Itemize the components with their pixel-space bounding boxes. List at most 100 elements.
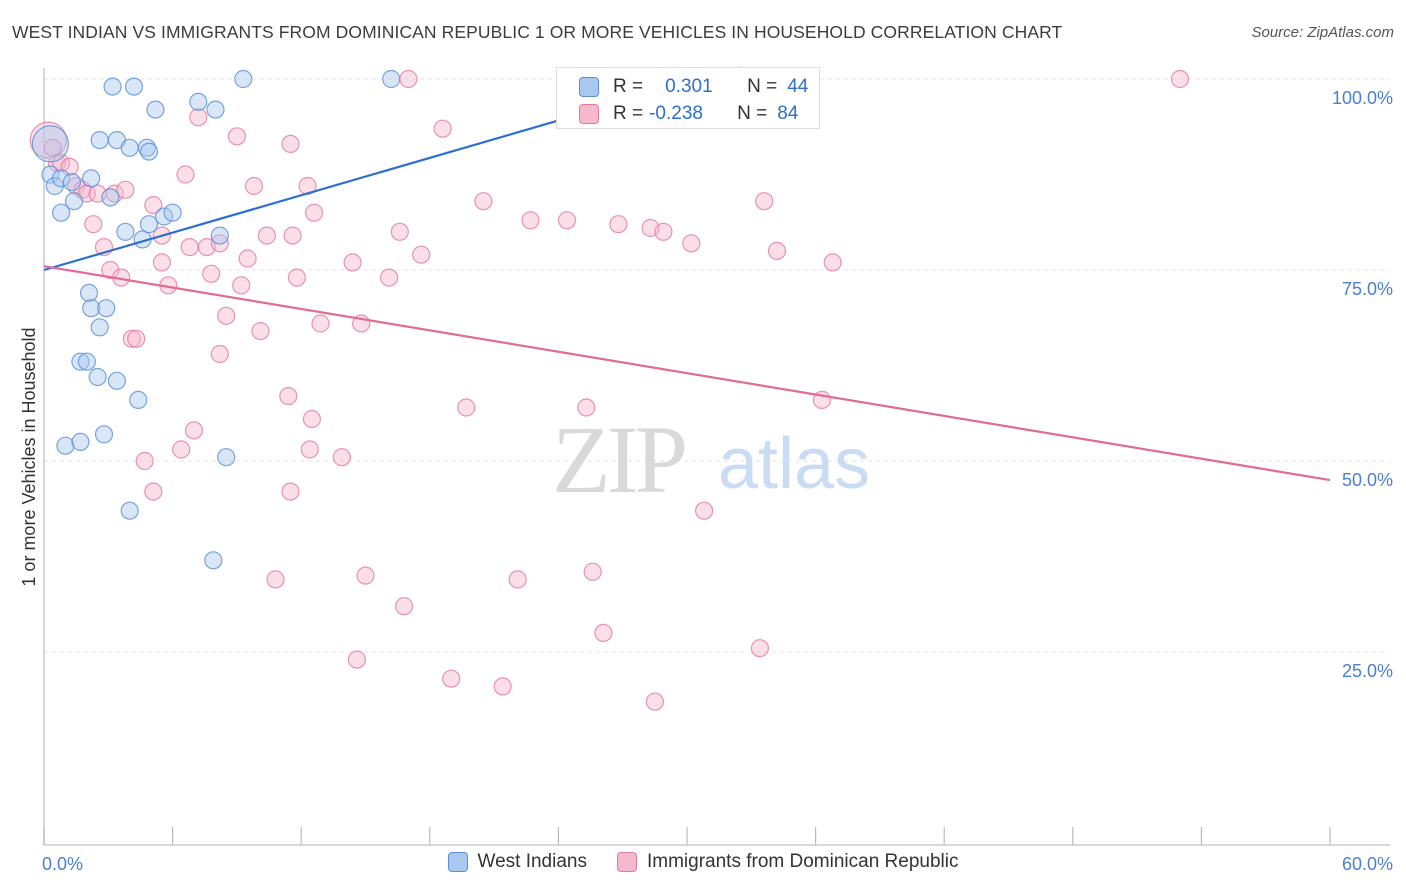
point-dominican <box>210 234 229 253</box>
point-west-indians <box>210 226 229 245</box>
watermark-atlas: atlas <box>718 424 870 504</box>
point-dominican <box>281 134 300 153</box>
point-west-indians <box>139 215 159 234</box>
point-dominican <box>144 196 163 215</box>
point-dominican <box>281 482 300 501</box>
n-label: N = <box>737 103 768 124</box>
point-west-indians <box>31 125 70 163</box>
point-dominican <box>347 650 366 669</box>
point-west-indians <box>51 203 71 222</box>
point-west-indians <box>163 203 182 222</box>
point-dominican <box>266 570 285 589</box>
point-dominican <box>694 501 714 520</box>
point-dominican <box>135 451 154 471</box>
point-dominican <box>474 192 493 211</box>
point-dominican <box>577 398 596 417</box>
legend-item-west-indians[interactable]: West Indians <box>447 851 587 873</box>
r-value: -0.238 <box>649 103 703 124</box>
watermark: ZIP atlas <box>552 406 870 513</box>
axes <box>43 68 1390 846</box>
point-west-indians <box>139 142 159 161</box>
point-dominican <box>508 570 527 589</box>
x-tick-label: 0.0% <box>42 854 83 874</box>
legend-item-dominican[interactable]: Immigrants from Dominican Republic <box>616 851 959 873</box>
point-dominican <box>116 180 135 199</box>
stats-box: R = 0.301 N = 44 R = -0.238 N = 84 <box>556 67 820 129</box>
point-dominican <box>180 238 199 257</box>
point-dominican <box>755 192 774 211</box>
point-dominican <box>287 268 306 287</box>
point-west-indians <box>88 367 107 387</box>
point-dominican <box>380 268 399 287</box>
data-points <box>29 69 1190 711</box>
point-west-indians <box>82 299 101 318</box>
point-dominican <box>682 234 701 253</box>
stats-swatch-dominican <box>579 104 599 124</box>
r-label: R = <box>613 103 644 124</box>
point-dominican <box>210 344 229 364</box>
point-dominican <box>127 329 146 348</box>
point-west-indians <box>124 77 144 96</box>
point-west-indians <box>146 100 165 119</box>
point-west-indians <box>56 436 75 455</box>
point-dominican <box>152 253 171 272</box>
gridlines <box>44 78 1390 653</box>
n-label: N = <box>747 76 778 97</box>
point-west-indians <box>120 138 139 157</box>
stats-row-dominican: R = -0.238 N = 84 <box>579 103 798 125</box>
point-west-indians <box>116 222 135 241</box>
source-label: Source: ZipAtlas.com <box>1251 24 1394 41</box>
y-tick-label: 50.0% <box>1342 470 1393 490</box>
point-dominican <box>332 448 351 467</box>
point-dominican <box>645 692 665 711</box>
point-dominican <box>654 222 673 241</box>
y-tick-label: 100.0% <box>1332 88 1393 108</box>
point-west-indians <box>103 77 122 96</box>
point-west-indians <box>62 173 82 192</box>
point-dominican <box>395 597 414 616</box>
stats-row-west-indians: R = 0.301 N = 44 <box>579 76 808 98</box>
point-dominican <box>300 440 319 459</box>
point-dominican <box>122 329 141 348</box>
point-dominican <box>238 249 257 268</box>
point-west-indians <box>71 432 90 451</box>
point-dominican <box>343 253 362 272</box>
chart-title: WEST INDIAN VS IMMIGRANTS FROM DOMINICAN… <box>12 22 1063 42</box>
point-dominican <box>493 677 512 696</box>
point-dominican <box>189 108 208 127</box>
point-dominican <box>823 253 842 272</box>
point-dominican <box>305 203 324 222</box>
point-dominican <box>1170 69 1190 89</box>
point-west-indians <box>120 501 139 520</box>
point-dominican <box>390 222 409 241</box>
legend-label-dominican: Immigrants from Dominican Republic <box>646 851 959 872</box>
tick-labels: 25.0% 50.0% 75.0% 100.0% 0.0% 60.0% <box>42 88 1393 874</box>
y-tick-label: 25.0% <box>1342 661 1393 681</box>
point-dominican <box>257 226 276 245</box>
point-west-indians <box>90 131 109 150</box>
point-dominican <box>399 69 418 89</box>
point-dominican <box>311 314 330 333</box>
point-west-indians <box>189 92 208 112</box>
point-dominican <box>232 276 251 295</box>
point-west-indians <box>154 207 174 226</box>
point-dominican <box>767 241 787 260</box>
point-dominican <box>442 669 461 688</box>
point-west-indians <box>234 69 253 89</box>
point-dominican <box>521 211 540 230</box>
point-west-indians <box>71 352 90 371</box>
watermark-zip: ZIP <box>552 406 685 513</box>
point-dominican <box>176 165 195 184</box>
point-dominican <box>279 387 298 406</box>
point-dominican <box>412 245 431 264</box>
point-dominican <box>172 440 191 459</box>
point-dominican <box>557 211 577 230</box>
point-west-indians <box>82 169 101 188</box>
point-west-indians <box>94 425 114 444</box>
point-west-indians <box>41 165 60 184</box>
point-west-indians <box>97 299 116 318</box>
point-west-indians <box>206 100 225 119</box>
point-dominican <box>51 153 71 173</box>
point-dominican <box>144 482 163 501</box>
